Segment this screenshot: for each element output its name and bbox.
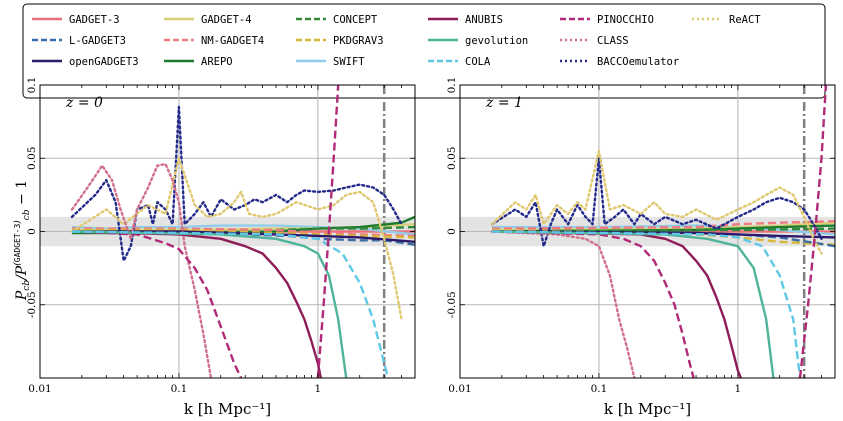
series-opengadget3 <box>72 230 415 243</box>
series-gadget-4 <box>491 221 835 232</box>
legend-label-pinocchio: PINOCCHIO <box>597 14 654 26</box>
series-cola <box>491 230 802 378</box>
y-tick-label: 0.1 <box>26 77 38 94</box>
x-tick-label: 0.01 <box>28 383 51 395</box>
legend: GADGET-3 L-GADGET3 openGADGET3 GADGET-4 NM-G… <box>22 3 826 99</box>
y-axis-title: Pcb/P(GADGET-3)cb − 1 <box>12 180 32 301</box>
y-axis-title-text: Pcb/P(GADGET-3)cb − 1 <box>12 180 32 301</box>
x-tick-label: 1 <box>735 383 742 395</box>
y-axis-title-ref: GADGET-3 <box>13 224 22 263</box>
legend-label-gadget-3: GADGET-3 <box>69 14 120 26</box>
y-tick-label: -0.05 <box>446 291 458 318</box>
series-class <box>490 230 636 378</box>
series-baccoemulator <box>490 157 823 248</box>
y-tick-label: 0.05 <box>446 147 458 170</box>
legend-label-opengadget3: openGADGET3 <box>69 56 139 68</box>
series-pkdgrav3 <box>72 228 415 239</box>
series-pinocchio-upturn <box>798 85 828 378</box>
x-tick-label: 0.1 <box>591 383 608 395</box>
legend-label-l-gadget3: L-GADGET3 <box>69 35 126 47</box>
series-nm-gadget4 <box>491 220 835 230</box>
series-pinocchio <box>491 230 695 378</box>
legend-label-cola: COLA <box>465 56 491 68</box>
legend-label-baccoemulator: BACCOemulator <box>597 56 679 68</box>
legend-label-react: ReACT <box>729 14 761 26</box>
series-pinocchio <box>71 230 243 378</box>
y-tick-label: 0 <box>26 228 38 235</box>
x-tick-label: 0.1 <box>171 383 188 395</box>
series-cola <box>71 230 390 378</box>
panel-z0: 0.01 0.1 1 0.1 0.05 0 -0.05 z = 0 k [h Mpc⁻¹] <box>26 77 416 418</box>
series-react <box>70 157 403 321</box>
series-baccoemulator <box>70 105 403 262</box>
legend-label-arepo: AREPO <box>201 56 233 68</box>
legend-label-anubis: ANUBIS <box>465 14 503 26</box>
legend-label-concept: CONCEPT <box>333 14 378 26</box>
y-tick-label: -0.05 <box>26 291 38 318</box>
legend-label-class: CLASS <box>597 35 629 47</box>
series-gevolution <box>71 230 348 378</box>
series-pinocchio-upturn <box>316 85 340 378</box>
y-tick-label: 0.05 <box>26 147 38 170</box>
y-tick-label: 0.1 <box>446 77 458 94</box>
x-axis-title: k [h Mpc⁻¹] <box>184 400 271 418</box>
panel-label: z = 0 <box>65 95 103 111</box>
legend-frame <box>22 3 826 99</box>
y-tick-label: 0 <box>446 228 458 235</box>
series-anubis <box>491 230 742 378</box>
x-tick-label: 1 <box>315 383 322 395</box>
series-react <box>490 149 823 255</box>
legend-label-swift: SWIFT <box>333 56 365 68</box>
legend-label-gadget-4: GADGET-4 <box>201 14 252 26</box>
legend-label-gevolution: gevolution <box>465 35 528 47</box>
legend-label-pkdgrav3: PKDGRAV3 <box>333 35 384 47</box>
panel-z1: 0.01 0.1 1 0.1 0.05 0 -0.05 z = 1 k [h Mpc⁻¹] <box>446 77 836 418</box>
x-tick-label: 0.01 <box>448 383 471 395</box>
x-axis-title: k [h Mpc⁻¹] <box>604 400 691 418</box>
series-concept <box>491 227 835 233</box>
series-anubis <box>71 230 322 378</box>
panel-label: z = 1 <box>485 95 523 111</box>
series-class <box>70 162 213 378</box>
series-nm-gadget4 <box>72 227 415 238</box>
legend-label-nm-gadget4: NM-GADGET4 <box>201 35 264 47</box>
